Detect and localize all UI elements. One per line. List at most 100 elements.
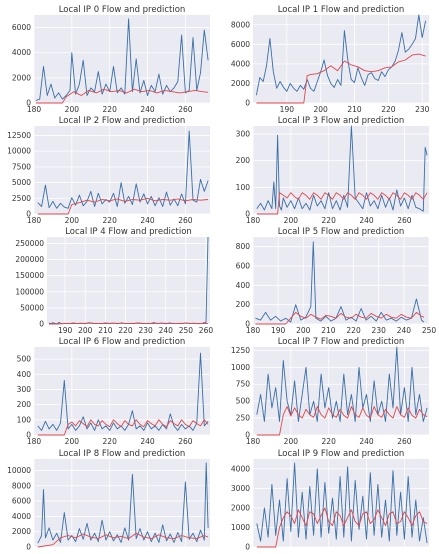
chart-panel-7: 180 200 220 240 260 0 250 500 750 1000 1250 Local I… <box>231 337 429 446</box>
flow-line <box>256 346 428 422</box>
chart-panel-4: 190 200 210 220 230 240 250 260 0 50000 100000 1500… <box>15 227 213 335</box>
chart-panel-5: 180 190 200 210 220 230 240 250 0 200 400 600 800 Loc… <box>236 227 437 335</box>
flow-line <box>35 18 209 101</box>
flow-line <box>255 241 425 323</box>
y-tick-label: 4000 <box>231 464 250 473</box>
y-tick-label: 300 <box>236 130 251 139</box>
plot-area <box>34 459 210 547</box>
x-tick-label: 260 <box>397 216 412 225</box>
y-tick-label: 10000 <box>7 466 31 475</box>
flow-line <box>255 14 427 96</box>
x-tick-label: 260 <box>397 437 412 446</box>
x-tick-label: 200 <box>65 105 80 114</box>
x-tick-label: 190 <box>271 326 286 335</box>
x-tick-label: 230 <box>415 105 430 114</box>
chart-panel-0: 180 200 220 240 260 0 2000 4000 6000 Local IP 0 F… <box>12 5 210 114</box>
x-tick-label: 230 <box>138 326 153 335</box>
plot-area <box>47 237 210 324</box>
y-tick-label: 2000 <box>231 79 250 88</box>
x-tick-label: 200 <box>314 105 329 114</box>
chart-panel-2: 180 200 220 240 260 0 2500 5000 7500 10000 12500 Lo… <box>7 116 210 225</box>
y-tick-label: 500 <box>17 355 32 364</box>
y-tick-label: 0 <box>245 431 250 440</box>
y-tick-label: 1000 <box>231 523 250 532</box>
y-tick-label: 0 <box>245 99 250 108</box>
x-tick-label: 200 <box>284 437 299 446</box>
y-tick-label: 200 <box>17 400 32 409</box>
y-tick-label: 0 <box>245 320 250 329</box>
y-tick-label: 200000 <box>15 255 44 264</box>
y-tick-label: 8000 <box>231 20 250 29</box>
chart-title: Local IP 9 Flow and prediction <box>278 449 405 459</box>
prediction-line <box>255 311 425 325</box>
y-tick-label: 4000 <box>231 59 250 68</box>
x-tick-label: 220 <box>103 216 118 225</box>
y-tick-label: 1250 <box>231 346 250 355</box>
x-tick-label: 240 <box>159 326 174 335</box>
prediction-line <box>37 532 209 548</box>
x-tick-label: 250 <box>422 326 437 335</box>
x-tick-label: 240 <box>140 105 155 114</box>
plot-area <box>253 237 429 324</box>
x-tick-label: 220 <box>118 326 133 335</box>
x-tick-label: 250 <box>179 326 194 335</box>
x-tick-label: 220 <box>103 437 118 446</box>
y-tick-label: 4000 <box>12 512 31 521</box>
chart-panel-8: 1802002202402600200040006000800010000Loc… <box>7 449 210 554</box>
y-tick-label: 8000 <box>12 481 31 490</box>
chart-title: Local IP 5 Flow and prediction <box>278 227 405 237</box>
prediction-line <box>35 88 209 104</box>
x-tick-label: 180 <box>246 437 261 446</box>
y-tick-label: 800 <box>236 242 251 251</box>
x-tick-label: 260 <box>178 105 193 114</box>
flow-line <box>256 125 428 212</box>
x-tick-label: 220 <box>322 437 337 446</box>
prediction-line <box>256 53 426 104</box>
x-tick-label: 240 <box>359 437 374 446</box>
x-tick-label: 200 <box>296 326 311 335</box>
y-tick-label: 7500 <box>12 162 31 171</box>
y-tick-label: 150000 <box>15 271 44 280</box>
chart-panel-9: 18020022024026001000200030004000Local IP… <box>231 449 429 554</box>
y-tick-label: 6000 <box>12 23 31 32</box>
x-tick-label: 180 <box>27 105 42 114</box>
x-tick-label: 190 <box>58 326 73 335</box>
y-tick-label: 250 <box>236 414 251 423</box>
x-tick-label: 180 <box>27 216 42 225</box>
y-tick-label: 1000 <box>231 363 250 372</box>
y-tick-label: 250000 <box>15 239 44 248</box>
x-tick-label: 240 <box>397 326 412 335</box>
y-tick-label: 2500 <box>12 194 31 203</box>
y-tick-label: 50000 <box>20 303 44 312</box>
y-tick-label: 300 <box>17 385 32 394</box>
y-tick-label: 750 <box>236 380 251 389</box>
y-tick-label: 600 <box>236 262 251 271</box>
x-tick-label: 190 <box>280 105 295 114</box>
y-tick-label: 0 <box>26 210 31 219</box>
y-tick-label: 200 <box>236 300 251 309</box>
x-tick-label: 260 <box>178 216 193 225</box>
plot-area <box>34 15 210 103</box>
y-tick-label: 12500 <box>7 131 31 140</box>
y-tick-label: 6000 <box>12 497 31 506</box>
flow-line <box>37 462 209 544</box>
chart-title: Local IP 8 Flow and prediction <box>59 449 186 459</box>
x-tick-label: 240 <box>359 216 374 225</box>
y-tick-label: 500 <box>236 397 251 406</box>
x-tick-label: 240 <box>140 216 155 225</box>
y-tick-label: 2000 <box>12 73 31 82</box>
y-tick-label: 100000 <box>15 287 44 296</box>
chart-panel-6: 180 200 220 240 260 0 100 200 300 400 500 Local IP … <box>17 337 210 446</box>
chart-title: Local IP 1 Flow and prediction <box>278 5 405 15</box>
x-tick-label: 200 <box>65 216 80 225</box>
chart-panel-3: 180 200 220 240 260 0 100 200 300 Local IP 3 Flow… <box>236 116 429 225</box>
y-tick-label: 0 <box>26 99 31 108</box>
y-tick-label: 400 <box>17 370 32 379</box>
chart-title: Local IP 3 Flow and prediction <box>278 116 405 126</box>
prediction-line <box>37 419 209 436</box>
x-tick-label: 220 <box>346 326 361 335</box>
x-tick-label: 220 <box>381 105 396 114</box>
y-tick-label: 0 <box>245 210 250 219</box>
x-tick-label: 210 <box>321 326 336 335</box>
x-tick-label: 260 <box>178 437 193 446</box>
